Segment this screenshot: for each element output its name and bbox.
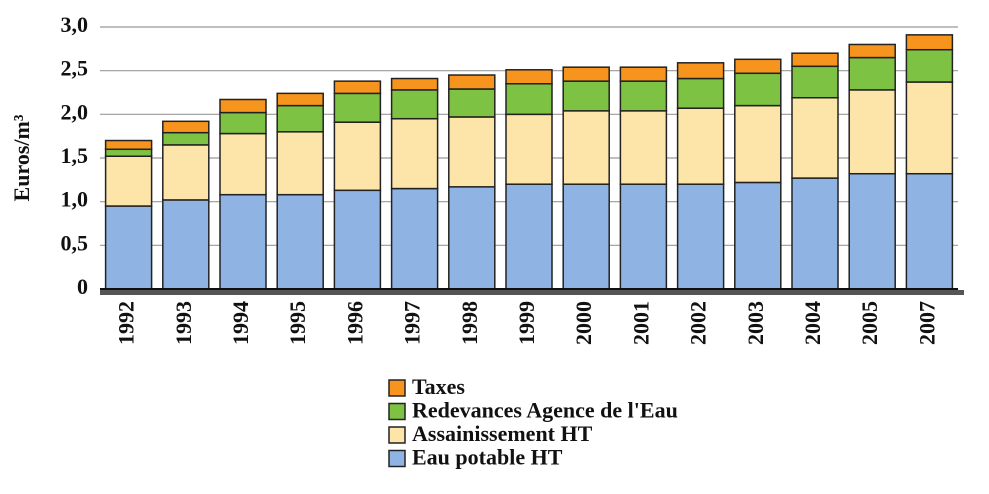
legend-label: Eau potable HT (412, 445, 563, 470)
y-tick-label: 2,5 (61, 56, 89, 81)
bar-segment (791, 96, 839, 179)
bar-segment (219, 111, 267, 135)
legend-swatch (388, 426, 406, 444)
bar-segment (848, 56, 896, 91)
bar-segment (734, 181, 782, 290)
bar-segment (562, 66, 610, 82)
y-tick-label: 1,5 (61, 143, 89, 168)
bar-segment (905, 34, 954, 51)
bar-segment (848, 172, 896, 290)
bar-segment (390, 77, 439, 91)
y-tick-label: 3,0 (61, 12, 89, 37)
bar-segment (219, 193, 267, 290)
y-tick-label: 0,5 (61, 230, 89, 255)
bar-segment (734, 72, 782, 107)
bar-segment (562, 80, 610, 112)
bar-segment (162, 131, 210, 146)
bar-segment (104, 139, 153, 151)
bar-segment (676, 183, 725, 290)
x-tick-label: 2007 (914, 301, 939, 345)
axis-shadow (100, 290, 964, 295)
bar-segment (162, 199, 210, 290)
bar-segment (791, 52, 839, 68)
bar-segment (448, 74, 496, 90)
bar-segment (505, 113, 553, 185)
bar-segment (219, 132, 267, 196)
bar-segment (333, 189, 382, 290)
legend-swatch (388, 402, 406, 421)
bar-segment (448, 116, 496, 188)
bar-segment (104, 205, 153, 290)
x-tick-label: 1996 (342, 301, 367, 345)
bar-segment (448, 186, 496, 290)
x-tick-label: 2000 (571, 301, 596, 345)
bar-segment (734, 104, 782, 184)
bar-segment (104, 148, 153, 158)
y-tick-label: 0 (77, 274, 88, 299)
bar-segment (333, 80, 382, 95)
bar-segment (333, 121, 382, 192)
bar-segment (848, 89, 896, 175)
x-tick-label: 1995 (285, 301, 310, 345)
legend-swatch (388, 449, 406, 468)
bar-segment (619, 66, 668, 82)
x-tick-label: 1997 (400, 301, 425, 345)
bar-segment (276, 92, 324, 107)
y-tick-label: 2,0 (61, 99, 89, 124)
bar-segment (562, 183, 610, 290)
bar-segment (676, 77, 725, 109)
x-tick-label: 2002 (686, 301, 711, 345)
x-tick-label: 1993 (171, 301, 196, 345)
bar-segment (219, 98, 267, 114)
bar-segment (505, 69, 553, 85)
x-tick-label: 1994 (228, 301, 253, 345)
bar-segment (905, 81, 954, 175)
bar-segment (390, 187, 439, 290)
bar-segment (505, 83, 553, 116)
y-axis-label: Euros/m³ (9, 114, 34, 201)
bar-segment (276, 104, 324, 133)
y-tick-label: 1,0 (61, 187, 89, 212)
bar-segment (676, 62, 725, 80)
bar-segment (848, 43, 896, 59)
bar-segment (104, 155, 153, 207)
x-tick-label: 2003 (743, 301, 768, 345)
legend-label: Taxes (412, 374, 465, 399)
bar-segment (619, 183, 668, 290)
bar-segment (676, 107, 725, 185)
bar-segment (333, 92, 382, 123)
x-tick-label: 1999 (514, 301, 539, 345)
bar-segment (734, 58, 782, 75)
x-tick-label: 2001 (628, 301, 653, 345)
bar-segment (905, 172, 954, 290)
bar-segment (448, 88, 496, 118)
bar-segment (619, 80, 668, 112)
legend-label: Assainissement HT (412, 421, 593, 446)
bar-segment (505, 183, 553, 290)
bar-segment (791, 65, 839, 99)
bar-segment (390, 89, 439, 120)
x-tick-label: 2005 (857, 301, 882, 345)
bar-segment (390, 117, 439, 190)
bar-segment (162, 120, 210, 134)
bar-segment (276, 131, 324, 196)
bar-segment (791, 177, 839, 290)
x-tick-label: 1998 (457, 301, 482, 345)
bar-segment (276, 193, 324, 290)
x-tick-label: 2004 (800, 301, 825, 345)
bar-segment (162, 144, 210, 201)
legend-label: Redevances Agence de l'Eau (412, 398, 678, 423)
bar-segment (619, 110, 668, 185)
x-tick-label: 1992 (114, 301, 139, 345)
legend-swatch (388, 379, 406, 397)
bar-segment (562, 110, 610, 185)
bar-segment (905, 48, 954, 83)
